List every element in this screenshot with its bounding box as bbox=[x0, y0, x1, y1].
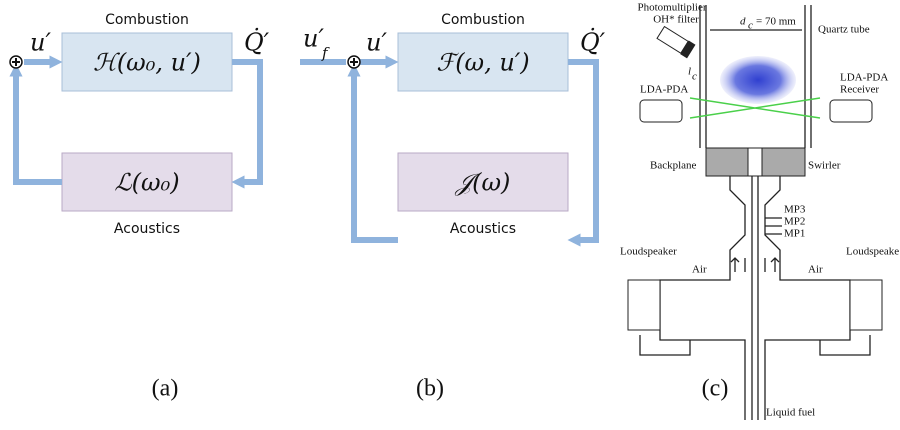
arrow bbox=[9, 63, 62, 185]
label: LDA-PDA bbox=[640, 84, 688, 96]
label: Receiver bbox=[840, 84, 879, 96]
panel-a: Combustion ℋ(ω₀, u′) ℒ(ω₀) Acoustics u′ … bbox=[9, 12, 270, 402]
flame bbox=[720, 56, 796, 104]
loudspeaker bbox=[849, 279, 883, 331]
label: c bbox=[748, 20, 753, 32]
lda bbox=[639, 99, 683, 123]
plus bbox=[12, 58, 20, 66]
flow-arrows bbox=[730, 257, 780, 272]
block bbox=[397, 152, 569, 212]
label: MP1 bbox=[784, 228, 805, 240]
heading: Combustion bbox=[105, 12, 189, 28]
signal-sub: f bbox=[321, 44, 330, 62]
plus bbox=[350, 58, 358, 66]
label: Air bbox=[692, 264, 707, 276]
heading: Acoustics bbox=[450, 221, 516, 237]
label: c bbox=[692, 71, 697, 83]
label: Air bbox=[808, 264, 823, 276]
arrow bbox=[567, 59, 599, 247]
caption: (b) bbox=[416, 376, 444, 402]
signal: Q̇′ bbox=[244, 28, 270, 56]
block-label: ℋ(ω₀, u′) bbox=[93, 49, 201, 77]
lda bbox=[829, 99, 873, 123]
swirler bbox=[747, 147, 763, 177]
label: Loudspeake bbox=[846, 246, 899, 258]
probes bbox=[765, 217, 782, 235]
signal: u′ bbox=[303, 25, 324, 53]
panel-b: Combustion ℱ(ω, u′) 𝒥(ω) Acoustics u′ f … bbox=[300, 12, 606, 402]
arrow bbox=[347, 63, 398, 243]
caption: (a) bbox=[152, 376, 179, 402]
heading: Combustion bbox=[441, 12, 525, 28]
photomultiplier bbox=[656, 25, 696, 59]
label: = 70 mm bbox=[756, 16, 796, 28]
loudspeaker bbox=[627, 279, 661, 331]
block-label: ℒ(ω₀) bbox=[114, 169, 179, 197]
block-label: ℱ(ω, u′) bbox=[436, 49, 529, 77]
block bbox=[61, 32, 233, 92]
laser bbox=[689, 97, 821, 119]
block bbox=[61, 152, 233, 212]
label: Liquid fuel bbox=[766, 407, 815, 419]
label: Quartz tube bbox=[818, 24, 870, 36]
signal: u′ bbox=[30, 29, 51, 57]
label: MP2 bbox=[784, 216, 805, 228]
quartz-tube bbox=[699, 5, 812, 148]
label: Photomultiplier bbox=[637, 2, 706, 14]
label: Loudspeaker bbox=[620, 246, 677, 258]
label: Swirler bbox=[808, 160, 841, 172]
block-label: 𝒥(ω) bbox=[455, 169, 511, 197]
signal: Q̇′ bbox=[580, 28, 606, 56]
speaker-duct bbox=[639, 335, 871, 356]
combustor bbox=[659, 176, 851, 420]
caption: (c) bbox=[702, 376, 729, 402]
panel-c: Photomultiplier OH* filter d c = 70 mm Q… bbox=[620, 2, 899, 420]
heading: Acoustics bbox=[114, 221, 180, 237]
label: OH* filter bbox=[653, 14, 699, 26]
label: l bbox=[688, 66, 691, 78]
label: Backplane bbox=[650, 160, 697, 172]
signal: u′ bbox=[366, 29, 387, 57]
label: LDA-PDA bbox=[840, 72, 888, 84]
arrow bbox=[231, 59, 263, 189]
label: d bbox=[740, 16, 746, 28]
label: MP3 bbox=[784, 204, 806, 216]
